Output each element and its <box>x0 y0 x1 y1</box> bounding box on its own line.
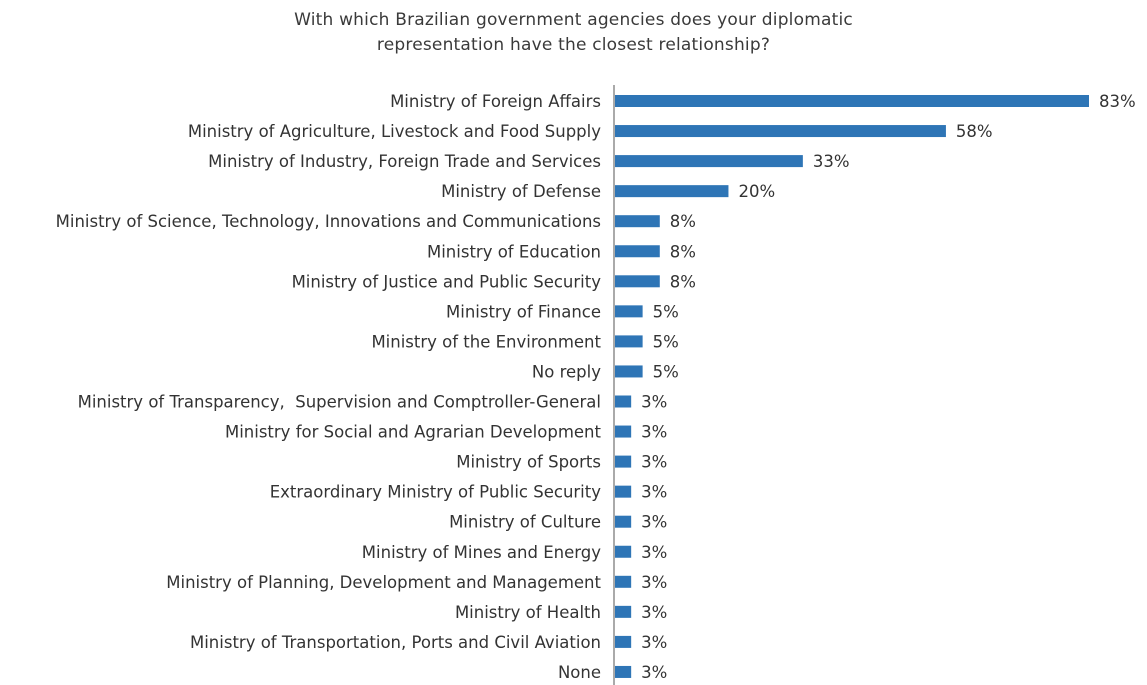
data-label: 8% <box>670 242 696 261</box>
category-label: Ministry of Science, Technology, Innovat… <box>56 212 601 231</box>
data-label: 3% <box>641 603 667 622</box>
bar <box>615 305 643 318</box>
bar <box>615 515 632 528</box>
bar <box>615 155 803 168</box>
bar <box>615 575 632 588</box>
data-label: 5% <box>653 362 679 381</box>
category-label: No reply <box>532 362 601 381</box>
bar <box>615 425 632 438</box>
data-label: 3% <box>641 573 667 592</box>
category-label: Ministry of Culture <box>449 513 601 532</box>
chart-title: With which Brazilian government agencies… <box>0 8 1147 58</box>
bar <box>615 125 946 138</box>
category-label: Ministry of Foreign Affairs <box>390 92 601 111</box>
category-label: Ministry of Mines and Energy <box>362 543 601 562</box>
category-label: Ministry of Planning, Development and Ma… <box>166 573 601 592</box>
bar <box>615 635 632 648</box>
data-label: 8% <box>670 212 696 231</box>
chart-title-line-1: With which Brazilian government agencies… <box>294 10 853 30</box>
data-label: 3% <box>641 393 667 412</box>
category-label: Ministry of Industry, Foreign Trade and … <box>208 152 601 171</box>
data-label: 5% <box>653 302 679 321</box>
data-label: 3% <box>641 453 667 472</box>
bar <box>615 395 632 408</box>
data-label: 33% <box>813 152 850 171</box>
data-label: 3% <box>641 633 667 652</box>
data-label: 3% <box>641 663 667 682</box>
bar <box>615 245 660 258</box>
bar <box>615 605 632 618</box>
category-label: Ministry of Education <box>427 242 601 261</box>
data-label: 3% <box>641 543 667 562</box>
category-label: Ministry of Finance <box>446 302 601 321</box>
bar <box>615 215 660 228</box>
category-label: None <box>558 663 601 682</box>
category-label: Ministry of Justice and Public Security <box>292 272 602 291</box>
bar <box>615 545 632 558</box>
data-label: 3% <box>641 483 667 502</box>
chart-title-line-2: representation have the closest relation… <box>376 35 771 55</box>
bar <box>615 665 632 678</box>
category-label: Extraordinary Ministry of Public Securit… <box>270 483 602 502</box>
data-label: 83% <box>1099 92 1136 111</box>
category-label: Ministry of Sports <box>456 453 601 472</box>
category-label: Ministry of Agriculture, Livestock and F… <box>188 122 601 141</box>
data-label: 3% <box>641 513 667 532</box>
data-label: 20% <box>738 182 775 201</box>
category-label: Ministry for Social and Agrarian Develop… <box>225 423 602 442</box>
data-label: 3% <box>641 423 667 442</box>
bar <box>615 95 1089 107</box>
bar <box>615 335 643 348</box>
bar <box>615 185 729 198</box>
category-label: Ministry of Health <box>455 603 601 622</box>
category-label: Ministry of Defense <box>441 182 601 201</box>
bar <box>615 275 660 288</box>
category-label: Ministry of Transparency, Supervision an… <box>78 393 601 412</box>
data-label: 8% <box>670 272 696 291</box>
category-label: Ministry of the Environment <box>371 332 601 351</box>
data-label: 58% <box>956 122 993 141</box>
data-label: 5% <box>653 332 679 351</box>
category-label: Ministry of Transportation, Ports and Ci… <box>190 633 601 652</box>
bar <box>615 485 632 498</box>
bar <box>615 455 632 468</box>
bar <box>615 365 643 378</box>
